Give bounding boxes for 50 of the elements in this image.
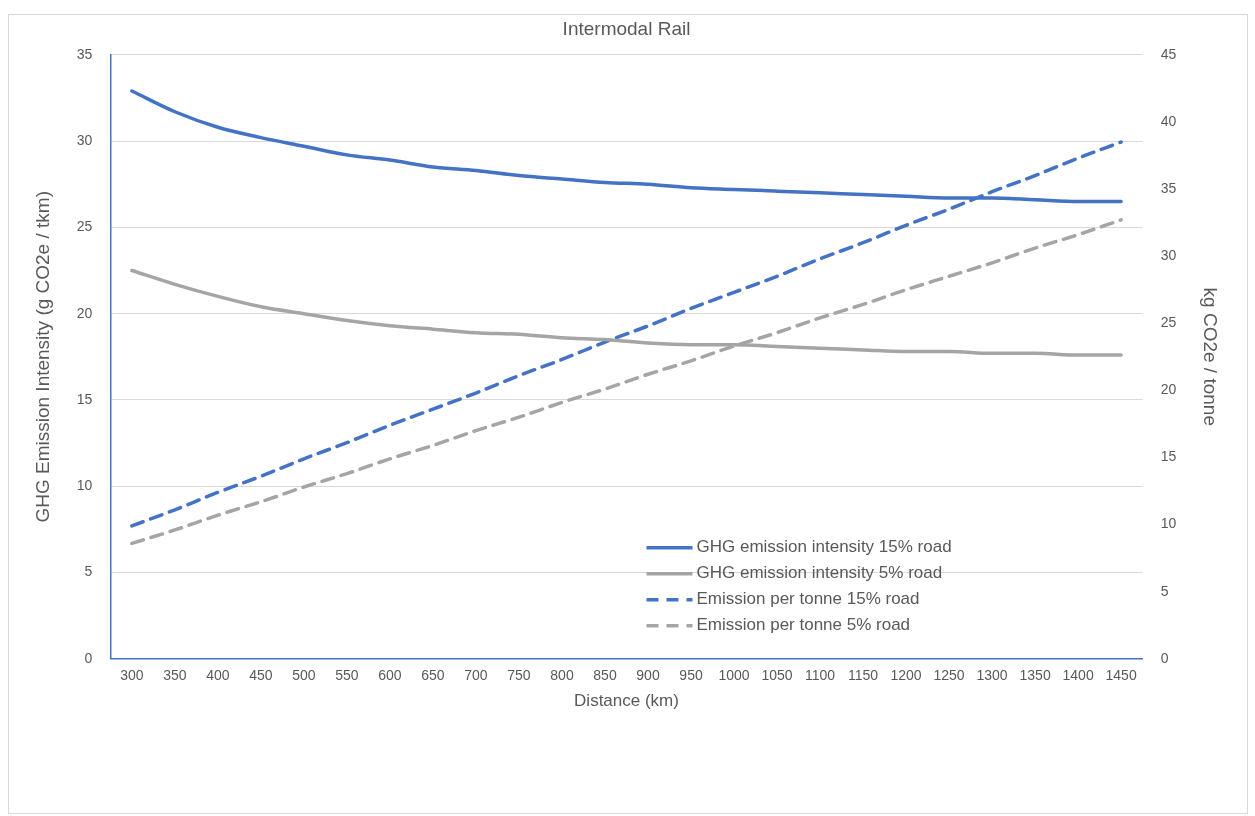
y-tick-label: 0 xyxy=(84,649,93,666)
x-tick-label: 350 xyxy=(163,667,187,684)
x-tick-label: 1050 xyxy=(761,667,793,684)
legend-label: Emission per tonne 5% road xyxy=(696,615,911,635)
y-tick-label: 25 xyxy=(76,218,93,235)
legend-label: Emission per tonne 15% road xyxy=(696,589,920,609)
x-tick-label: 1100 xyxy=(804,667,836,684)
x-tick-label: 1000 xyxy=(718,667,750,684)
x-tick-label: 1150 xyxy=(848,667,879,684)
y-tick-label: 30 xyxy=(76,131,93,148)
x-tick-label: 450 xyxy=(249,667,273,684)
y2-tick-label: 35 xyxy=(1160,179,1177,196)
x-axis-title: Distance (km) xyxy=(574,691,679,711)
x-tick-label: 600 xyxy=(378,667,402,684)
x-tick-label: 1200 xyxy=(890,667,922,684)
y2-tick-label: 5 xyxy=(1160,582,1169,599)
y2-tick-label: 10 xyxy=(1160,515,1177,532)
y-tick-label: 10 xyxy=(76,477,93,494)
x-tick-label: 550 xyxy=(335,667,359,684)
y-tick-label: 5 xyxy=(84,563,93,580)
x-tick-label: 500 xyxy=(292,667,316,684)
legend-label: GHG emission intensity 5% road xyxy=(696,563,943,583)
y2-tick-label: 30 xyxy=(1160,246,1177,263)
y2-tick-label: 15 xyxy=(1160,448,1177,465)
x-tick-label: 650 xyxy=(421,667,445,684)
y2-tick-label: 20 xyxy=(1160,381,1177,398)
x-tick-label: 700 xyxy=(464,667,488,684)
y2-axis-title: kg CO2e / tonne xyxy=(1200,287,1222,426)
x-tick-label: 950 xyxy=(679,667,703,684)
y-tick-label: 35 xyxy=(76,45,93,62)
y2-tick-label: 45 xyxy=(1160,45,1177,62)
y-tick-label: 15 xyxy=(76,390,93,407)
x-tick-label: 1400 xyxy=(1062,667,1094,684)
x-tick-label: 400 xyxy=(206,667,230,684)
y2-tick-label: 25 xyxy=(1160,314,1177,331)
x-tick-label: 800 xyxy=(550,667,574,684)
chart-title: Intermodal Rail xyxy=(562,17,691,39)
y2-tick-label: 0 xyxy=(1160,649,1169,666)
x-tick-label: 1250 xyxy=(933,667,965,684)
x-tick-label: 750 xyxy=(507,667,531,684)
x-tick-label: 300 xyxy=(120,667,144,684)
x-tick-label: 850 xyxy=(593,667,617,684)
x-tick-label: 1450 xyxy=(1105,667,1137,684)
y2-tick-label: 40 xyxy=(1160,112,1177,129)
x-tick-label: 1350 xyxy=(1019,667,1051,684)
x-tick-label: 1300 xyxy=(976,667,1008,684)
x-tick-label: 900 xyxy=(636,667,660,684)
y-axis-title: GHG Emission Intensity (g CO2e / tkm) xyxy=(31,191,53,523)
y-tick-label: 20 xyxy=(76,304,93,321)
legend-label: GHG emission intensity 15% road xyxy=(696,537,952,557)
